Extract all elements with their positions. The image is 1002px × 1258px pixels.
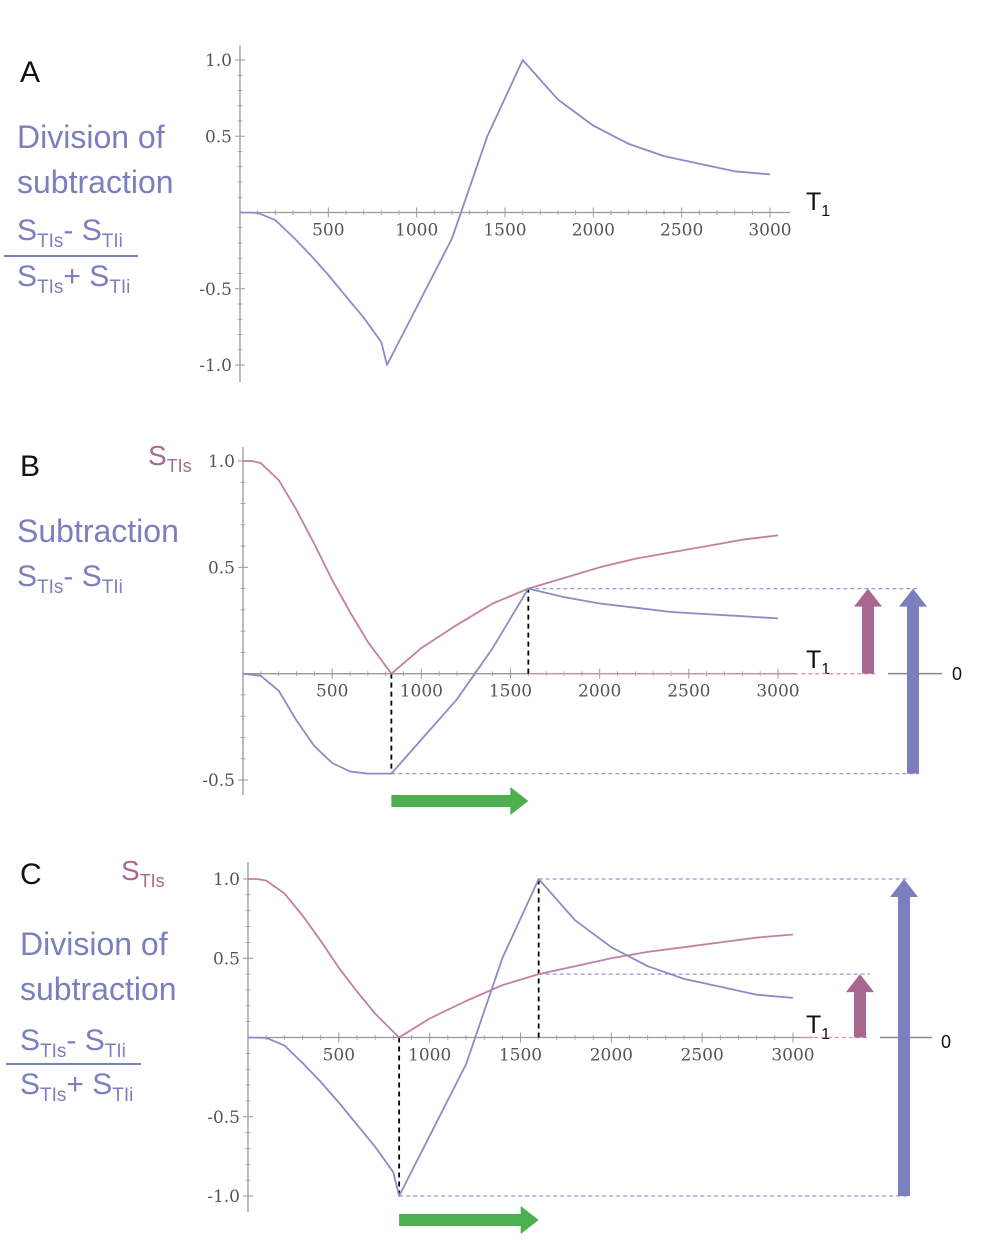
panel-b-axis-label: T1 [806, 646, 830, 678]
panel-b-arrow-sti-head [854, 588, 882, 607]
panel-c-arrow-green-head [520, 1206, 539, 1234]
panel-c-series-sti_s [248, 878, 794, 1039]
panel-c-y-tick-label: 1.0 [213, 870, 240, 890]
panel-c-fraction-numerator: STIs- STIi [20, 1024, 126, 1062]
panel-a-y-tick-label: 0.5 [205, 127, 232, 147]
panel-c-arrow-span-shaft [898, 895, 910, 1196]
panel-b-series-sti_s [243, 460, 779, 675]
panel-b-arrow-span-shaft [907, 604, 919, 774]
panel-a-fraction-numerator: STIs- STIi [17, 214, 123, 252]
panel-c-y-tick-label: -0.5 [207, 1108, 240, 1128]
panel-c-arrow-span-head [890, 879, 918, 897]
panel-b-letter: B [20, 450, 40, 483]
panel-a-x-tick-label: 2500 [660, 221, 703, 241]
panel-b-x-tick-label: 500 [316, 682, 348, 702]
panel-c-axis-label: T1 [806, 1011, 830, 1043]
panel-a-x-tick-label: 2000 [572, 221, 615, 241]
panel-c-x-tick-label: 500 [323, 1046, 355, 1066]
panel-b-y-tick-label: 0.5 [208, 558, 235, 578]
panel-b-y-tick-label: -0.5 [202, 771, 235, 791]
panel-b-x-tick-label: 1500 [489, 682, 532, 702]
panel-a-letter: A [20, 56, 40, 89]
panel-c-sti-label: STIs [121, 855, 165, 891]
panel-c-arrow-sti-shaft [854, 990, 866, 1038]
panel-c-zero-label: 0 [941, 1032, 951, 1052]
panel-b-x-tick-label: 2000 [578, 682, 621, 702]
panel-c-y-tick-label: -1.0 [207, 1187, 240, 1207]
panel-a-y-tick-label: -1.0 [199, 356, 232, 376]
panel-b-plot: 500 1000 1500 2000 2500 3000 1.0 0.5 -0.5 [202, 447, 942, 815]
panel-a-y-tick-label: -0.5 [199, 280, 232, 300]
panel-a-axis-label: T1 [806, 188, 830, 220]
panel-b-arrow-sti-shaft [862, 604, 874, 674]
panel-c-fraction-denominator: STIs+ STIi [20, 1068, 133, 1106]
panel-c-x-tick-label: 3000 [771, 1046, 814, 1066]
panel-a-y-tick-label: 1.0 [205, 51, 232, 71]
panel-c-x-tick-label: 1000 [408, 1046, 451, 1066]
panel-c-side-title-2: subtraction [20, 971, 177, 1007]
panel-b-x-tick-label: 2500 [667, 682, 710, 702]
panel-b-arrow-span-head [899, 588, 927, 607]
panel-a-side-title-2: subtraction [17, 164, 174, 200]
panel-a-fraction-denominator: STIs+ STIi [17, 260, 130, 298]
panel-b-series-division [242, 587, 779, 775]
panel-a-x-tick-label: 500 [312, 221, 344, 241]
panel-b-sti-label: STIs [148, 440, 192, 476]
panel-c-letter: C [20, 858, 42, 891]
panel-a-series-division [239, 59, 771, 366]
panel-c-y-tick-label: 0.5 [213, 949, 240, 969]
panel-c-series-division [247, 878, 794, 1197]
panel-c-x-tick-label: 1500 [499, 1046, 542, 1066]
panel-b-zero-label: 0 [952, 664, 962, 684]
panel-a-x-tick-label: 1500 [483, 221, 526, 241]
panel-a-x-tick-label: 1000 [395, 221, 438, 241]
panel-c-arrow-green-shaft [399, 1214, 523, 1226]
panel-c-side-title-1: Division of [20, 926, 168, 962]
panel-b-arrow-green-shaft [391, 795, 513, 807]
panel-b-y-tick-label: 1.0 [208, 452, 235, 472]
panel-c-x-tick-label: 2500 [681, 1046, 724, 1066]
panel-c-arrow-sti-head [846, 974, 874, 993]
panel-b-x-tick-label: 3000 [756, 682, 799, 702]
panel-b-x-tick-label: 1000 [400, 682, 443, 702]
panel-a-x-tick-label: 3000 [748, 221, 791, 241]
panel-b-arrow-green-head [510, 787, 529, 815]
panel-b-subtraction-formula: STIs- STIi [17, 560, 123, 598]
panel-c-plot: 500 1000 1500 2000 2500 3000 1.0 0.5 -0.5 -1.0 [207, 862, 932, 1234]
panel-a-plot: 500 1000 1500 2000 2500 3000 1.0 0.5 -0.5 -1.0 [199, 45, 792, 382]
panel-b-side-title: Subtraction [17, 513, 179, 549]
panel-c-x-tick-label: 2000 [590, 1046, 633, 1066]
panel-a-side-title-1: Division of [17, 119, 165, 155]
